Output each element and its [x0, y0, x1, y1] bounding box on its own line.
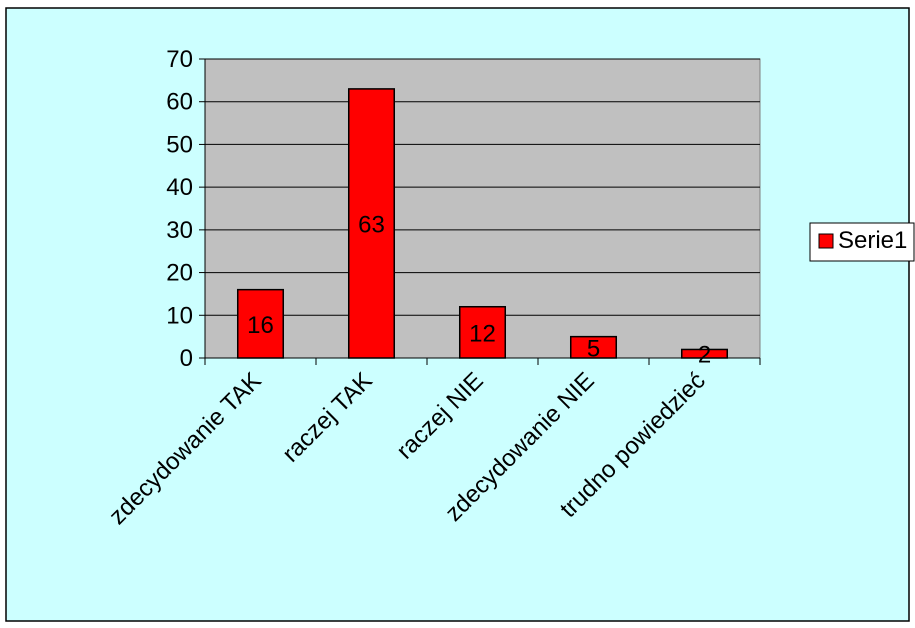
y-axis: 0 10 20 30 40 50 60 70	[166, 46, 206, 372]
bars	[236, 88, 729, 359]
y-tick-label: 0	[180, 345, 193, 372]
y-tick-label: 10	[166, 302, 193, 329]
bar	[347, 88, 396, 359]
bar	[458, 305, 507, 359]
data-label: 2	[698, 342, 711, 369]
y-tick-label: 30	[166, 217, 193, 244]
legend-box	[809, 222, 915, 262]
y-tick-label: 40	[166, 174, 193, 201]
data-label: 63	[358, 211, 385, 238]
gridlines	[205, 58, 760, 316]
y-tick-label: 60	[166, 89, 193, 116]
bar	[680, 348, 729, 359]
data-label: 16	[247, 312, 274, 339]
data-label: 12	[469, 320, 496, 347]
y-tick-label: 70	[166, 46, 193, 73]
y-tick-label: 50	[166, 131, 193, 158]
y-tick-label: 20	[166, 260, 193, 287]
legend-swatch	[818, 233, 834, 249]
legend-label: Serie1	[838, 227, 907, 254]
legend: Serie1	[809, 222, 915, 262]
bar	[236, 288, 285, 359]
bar	[569, 335, 618, 359]
data-labels: 16 63 12 5 2	[247, 211, 711, 368]
data-label: 5	[587, 335, 600, 362]
